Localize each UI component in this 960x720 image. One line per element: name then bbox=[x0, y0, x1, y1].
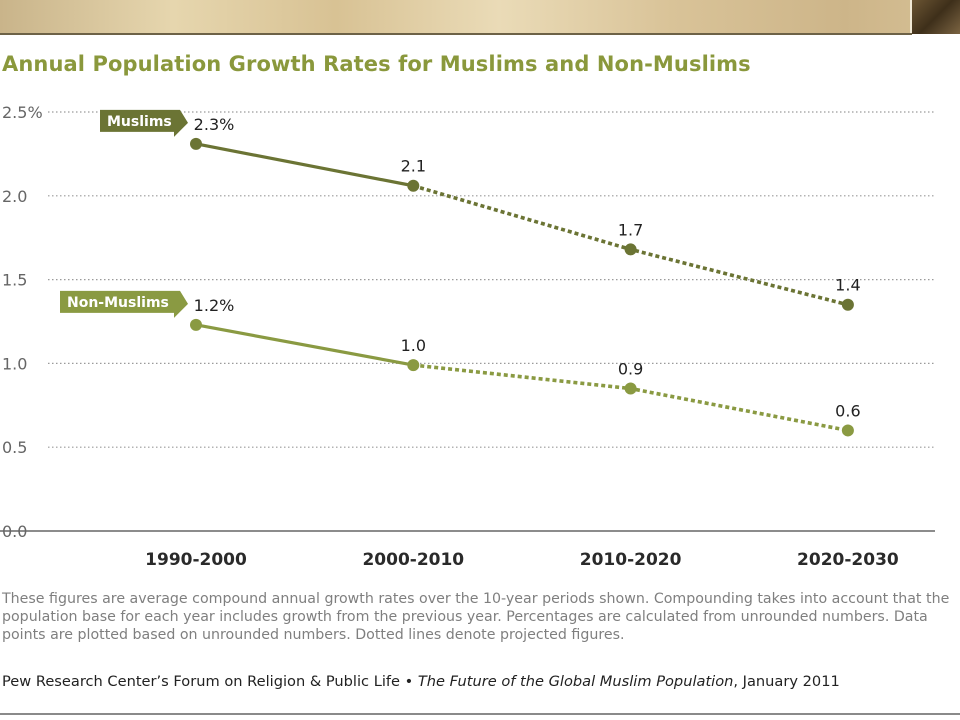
x-tick-label: 2000-2010 bbox=[362, 550, 464, 570]
y-tick-label: 1.0 bbox=[2, 354, 27, 373]
data-point bbox=[841, 298, 854, 311]
growth-rate-chart: 0.0 0.5 1.0 1.5 2.0 2.5% 1990-2000 2000-2010 201… bbox=[0, 103, 935, 570]
source-date: , January 2011 bbox=[733, 673, 840, 690]
data-point bbox=[407, 179, 420, 192]
y-tick-label: 0.0 bbox=[2, 522, 27, 541]
data-label: 1.2% bbox=[194, 296, 235, 315]
chart-footnote: These figures are average compound annua… bbox=[2, 591, 950, 643]
data-label: 1.7 bbox=[618, 220, 643, 239]
data-label: 2.1 bbox=[401, 157, 426, 176]
series-line-actual bbox=[195, 323, 414, 367]
data-point bbox=[841, 424, 854, 437]
data-point bbox=[407, 359, 420, 372]
x-tick-label: 2010-2020 bbox=[580, 550, 682, 570]
data-point bbox=[624, 382, 637, 395]
data-point bbox=[624, 243, 637, 256]
header-divider bbox=[0, 33, 912, 35]
y-tick-label: 1.5 bbox=[2, 271, 27, 290]
source-org: Pew Research Center’s Forum on Religion … bbox=[2, 673, 418, 690]
data-label: 1.0 bbox=[401, 336, 426, 355]
footer-divider bbox=[0, 713, 960, 715]
series-callout-flag bbox=[100, 109, 188, 137]
data-point bbox=[190, 318, 202, 331]
series-callout-label: Muslims bbox=[107, 114, 172, 130]
y-tick-label: 2.5% bbox=[2, 103, 43, 122]
data-point bbox=[190, 137, 202, 150]
header-banner-image bbox=[0, 0, 960, 34]
chart-title: Annual Population Growth Rates for Musli… bbox=[2, 52, 751, 76]
source-report-title: The Future of the Global Muslim Populati… bbox=[417, 673, 734, 690]
series-line-actual bbox=[195, 142, 414, 188]
data-label: 0.9 bbox=[618, 360, 643, 379]
data-label: 0.6 bbox=[835, 401, 860, 420]
y-tick-label: 2.0 bbox=[2, 187, 27, 206]
x-tick-label: 2020-2030 bbox=[797, 550, 899, 570]
series-callout-label: Non-Muslims bbox=[67, 295, 169, 311]
source-citation: Pew Research Center’s Forum on Religion … bbox=[2, 673, 840, 690]
data-label: 1.4 bbox=[835, 276, 860, 295]
series-callout-flag bbox=[60, 290, 188, 318]
y-tick-label: 0.5 bbox=[2, 438, 27, 457]
x-tick-label: 1990-2000 bbox=[145, 550, 247, 570]
data-label: 2.3% bbox=[194, 115, 235, 134]
